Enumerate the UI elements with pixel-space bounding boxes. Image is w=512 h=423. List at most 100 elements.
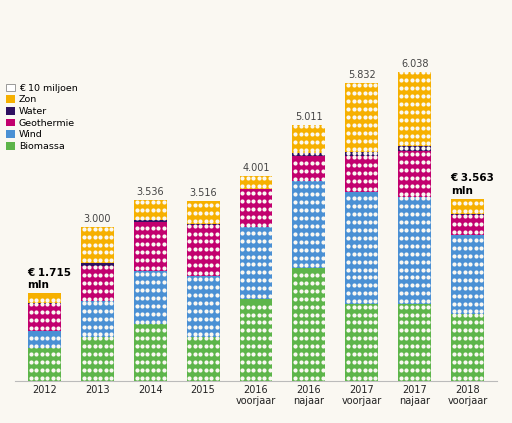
Point bbox=[207, 202, 216, 209]
Point bbox=[419, 359, 427, 365]
Point bbox=[37, 335, 46, 341]
Point bbox=[477, 359, 485, 365]
Point bbox=[191, 210, 199, 217]
Bar bbox=[292, 268, 325, 381]
Point bbox=[207, 299, 216, 306]
Point bbox=[91, 272, 99, 278]
Point bbox=[154, 198, 162, 205]
Point bbox=[185, 359, 194, 365]
Point bbox=[408, 219, 416, 225]
Point bbox=[397, 203, 405, 209]
Point bbox=[196, 276, 204, 283]
Bar bbox=[28, 293, 61, 303]
Point bbox=[344, 234, 352, 241]
Point bbox=[249, 198, 258, 204]
Point bbox=[191, 335, 199, 342]
Point bbox=[360, 150, 369, 157]
Point bbox=[296, 335, 305, 342]
Point bbox=[318, 327, 327, 334]
Point bbox=[238, 367, 246, 374]
Point bbox=[424, 175, 433, 181]
Point bbox=[107, 299, 115, 306]
Point bbox=[160, 233, 168, 240]
Point bbox=[238, 253, 246, 260]
Point bbox=[32, 324, 40, 331]
Point bbox=[461, 300, 469, 307]
Point bbox=[260, 175, 268, 181]
Point bbox=[366, 274, 374, 281]
Point bbox=[450, 213, 458, 220]
Point bbox=[37, 297, 46, 304]
Point bbox=[366, 290, 374, 297]
Point bbox=[254, 229, 263, 236]
Point bbox=[32, 316, 40, 323]
Point bbox=[350, 290, 358, 297]
Point bbox=[133, 335, 141, 342]
Point bbox=[360, 146, 369, 152]
Point bbox=[266, 253, 274, 260]
Point bbox=[244, 213, 252, 220]
Point bbox=[313, 150, 321, 157]
Point bbox=[313, 207, 321, 214]
Point bbox=[191, 202, 199, 209]
Point bbox=[413, 116, 421, 123]
Point bbox=[249, 221, 258, 228]
Point bbox=[413, 351, 421, 357]
Point bbox=[91, 367, 99, 374]
Point bbox=[249, 351, 258, 357]
Point bbox=[160, 359, 168, 365]
Point bbox=[308, 238, 316, 245]
Point bbox=[133, 241, 141, 247]
Point bbox=[107, 331, 115, 338]
Point bbox=[254, 237, 263, 244]
Point bbox=[413, 290, 421, 297]
Point bbox=[413, 195, 421, 202]
Point bbox=[154, 343, 162, 350]
Point bbox=[196, 246, 204, 253]
Point bbox=[424, 290, 433, 297]
Point bbox=[43, 297, 51, 304]
Point bbox=[360, 129, 369, 136]
Point bbox=[254, 245, 263, 252]
Point bbox=[344, 227, 352, 233]
Point bbox=[355, 114, 363, 121]
Point bbox=[355, 374, 363, 381]
Point bbox=[450, 229, 458, 236]
Point bbox=[350, 258, 358, 265]
Point bbox=[43, 335, 51, 341]
Point bbox=[191, 308, 199, 314]
Point bbox=[450, 359, 458, 365]
Point bbox=[402, 374, 411, 381]
Point bbox=[101, 287, 110, 294]
Point bbox=[355, 274, 363, 281]
Point bbox=[254, 367, 263, 374]
Point bbox=[160, 279, 168, 286]
Point bbox=[96, 374, 104, 381]
Point bbox=[149, 265, 157, 272]
Point bbox=[133, 359, 141, 365]
Point bbox=[149, 343, 157, 350]
Point bbox=[360, 374, 369, 381]
Point bbox=[397, 190, 405, 197]
Point bbox=[238, 175, 246, 181]
Point bbox=[133, 343, 141, 350]
Point bbox=[477, 319, 485, 326]
Point bbox=[318, 351, 327, 357]
Point bbox=[107, 335, 115, 342]
Point bbox=[402, 303, 411, 310]
Point bbox=[371, 282, 379, 289]
Point bbox=[37, 374, 46, 381]
Point bbox=[207, 246, 216, 253]
Point bbox=[472, 319, 480, 326]
Point bbox=[313, 280, 321, 286]
Point bbox=[302, 167, 310, 174]
Point bbox=[360, 351, 369, 357]
Point bbox=[249, 183, 258, 190]
Point bbox=[466, 308, 475, 315]
Bar bbox=[292, 125, 325, 153]
Point bbox=[408, 151, 416, 158]
Point bbox=[296, 214, 305, 221]
Point bbox=[85, 287, 93, 294]
Point bbox=[296, 139, 305, 146]
Point bbox=[318, 150, 327, 157]
